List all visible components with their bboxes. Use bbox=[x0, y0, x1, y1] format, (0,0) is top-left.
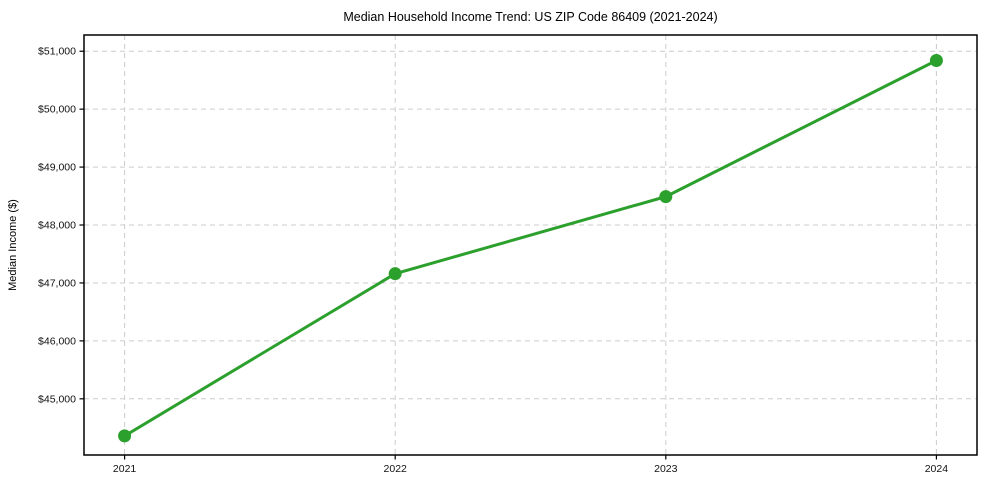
data-point-marker bbox=[388, 267, 402, 281]
y-tick-label: $49,000 bbox=[38, 162, 76, 174]
y-tick-label: $47,000 bbox=[38, 277, 76, 289]
x-tick-label: 2024 bbox=[925, 463, 949, 475]
data-series-layer bbox=[118, 53, 943, 443]
trend-line bbox=[123, 58, 938, 438]
x-tick-label: 2021 bbox=[113, 463, 137, 475]
plot-frame bbox=[83, 34, 978, 456]
y-tick-label: $48,000 bbox=[38, 220, 76, 232]
data-point-marker bbox=[118, 429, 132, 443]
y-tick-label: $50,000 bbox=[38, 104, 76, 116]
x-tick-label: 2022 bbox=[384, 463, 408, 475]
chart-title: Median Household Income Trend: US ZIP Co… bbox=[343, 10, 717, 24]
gridlines bbox=[84, 35, 977, 455]
data-point-marker bbox=[659, 190, 673, 204]
y-tick-label: $51,000 bbox=[38, 46, 76, 58]
y-tick-label: $45,000 bbox=[38, 393, 76, 405]
x-tick-label: 2023 bbox=[654, 463, 678, 475]
y-tick-label: $46,000 bbox=[38, 335, 76, 347]
axis-ticks bbox=[79, 50, 938, 460]
axis-tick-labels: $45,000 $46,000 $47,000 $48,000 $49,000 $50,0… bbox=[38, 46, 948, 475]
data-point-marker bbox=[929, 53, 943, 67]
y-axis-label: Median Income ($) bbox=[7, 199, 19, 291]
